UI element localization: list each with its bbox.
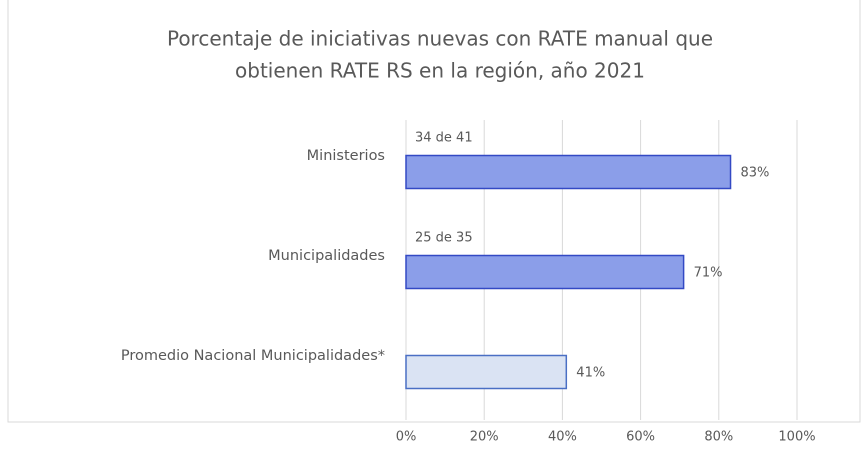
bar xyxy=(405,354,568,390)
bar xyxy=(405,154,732,190)
x-tick-label: 40% xyxy=(548,430,577,445)
x-tick-label: 20% xyxy=(470,430,499,445)
x-tick-label: 100% xyxy=(778,430,815,445)
y-tick-label: Ministerios xyxy=(307,148,385,164)
x-tick-label: 80% xyxy=(704,430,733,445)
chart-title: obtienen RATE RS en la región, año 2021 xyxy=(235,59,645,83)
chart-title: Porcentaje de iniciativas nuevas con RAT… xyxy=(167,27,713,51)
y-tick-label: Municipalidades xyxy=(268,248,385,264)
value-label: 71% xyxy=(694,266,723,281)
annotation: 25 de 35 xyxy=(415,231,473,246)
x-tick-label: 0% xyxy=(396,430,417,445)
x-tick-label: 60% xyxy=(626,430,655,445)
chart-frame xyxy=(7,0,861,423)
bar xyxy=(405,254,685,290)
annotation: 34 de 41 xyxy=(415,131,473,146)
value-label: 41% xyxy=(576,366,605,381)
value-label: 83% xyxy=(741,166,770,181)
y-tick-label: Promedio Nacional Municipalidades* xyxy=(121,348,385,364)
